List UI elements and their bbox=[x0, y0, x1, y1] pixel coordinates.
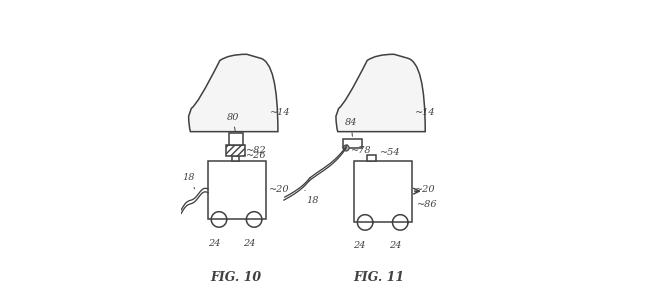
Bar bbox=[226, 145, 245, 156]
Bar bbox=[367, 155, 376, 161]
Text: ~20: ~20 bbox=[415, 185, 436, 194]
Text: 18: 18 bbox=[182, 173, 195, 189]
Circle shape bbox=[343, 145, 349, 151]
Text: 84: 84 bbox=[345, 118, 357, 136]
Text: 24: 24 bbox=[209, 239, 221, 248]
Bar bbox=[232, 156, 239, 161]
Text: ~20: ~20 bbox=[269, 185, 290, 194]
Text: ~54: ~54 bbox=[380, 148, 401, 157]
Text: 24: 24 bbox=[354, 241, 366, 250]
Text: ~82: ~82 bbox=[246, 146, 267, 155]
Text: FIG. 10: FIG. 10 bbox=[211, 271, 262, 284]
Text: 24: 24 bbox=[389, 241, 402, 250]
Text: ~26: ~26 bbox=[246, 151, 267, 160]
Text: ~14: ~14 bbox=[415, 108, 436, 117]
Text: ~78: ~78 bbox=[351, 146, 372, 155]
PathPatch shape bbox=[336, 54, 425, 132]
Bar bbox=[208, 161, 266, 219]
Text: 80: 80 bbox=[226, 112, 239, 131]
Bar bbox=[354, 161, 412, 222]
Text: 24: 24 bbox=[244, 239, 256, 248]
Bar bbox=[343, 139, 362, 148]
Text: ~14: ~14 bbox=[269, 108, 290, 117]
Text: ~86: ~86 bbox=[417, 200, 438, 209]
Bar bbox=[229, 133, 242, 145]
Text: FIG. 11: FIG. 11 bbox=[354, 271, 405, 284]
PathPatch shape bbox=[189, 54, 278, 132]
Text: 18: 18 bbox=[305, 190, 318, 205]
